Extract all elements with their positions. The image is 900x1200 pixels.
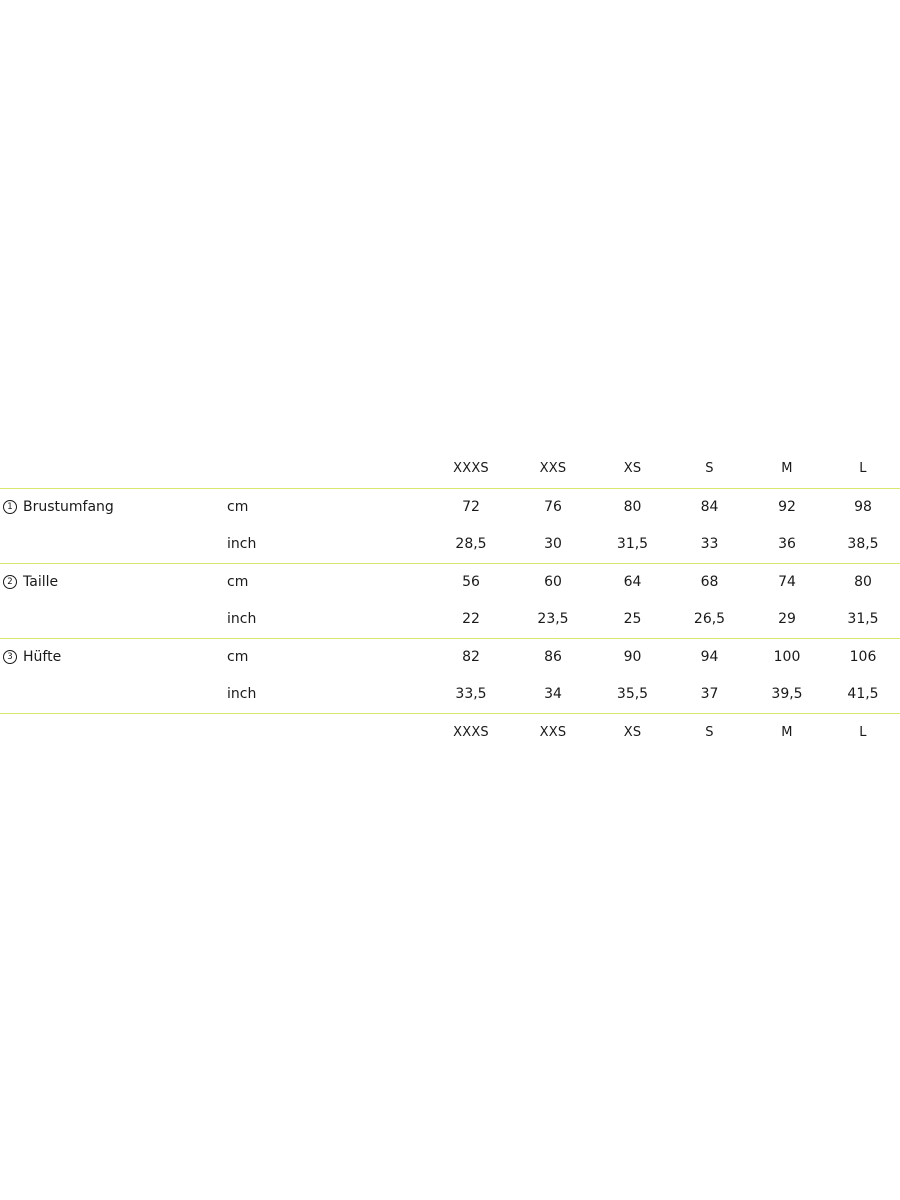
value-cell: 100: [773, 649, 801, 665]
value-cell: 68: [700, 574, 719, 590]
value-cell: 64: [623, 574, 642, 590]
value-cell: 26,5: [693, 611, 726, 627]
value-cell: 30: [544, 536, 562, 552]
value-cell: 34: [544, 686, 562, 702]
size-header-m: M: [781, 461, 793, 477]
value-cell: 106: [849, 649, 877, 665]
value-cell: 31,5: [616, 536, 649, 552]
value-cell: 74: [778, 574, 796, 590]
value-cell: 31,5: [847, 611, 879, 627]
measure-label-cell: 3 Hüfte: [0, 638, 215, 676]
size-footer-xxxs: XXXS: [453, 724, 489, 740]
value-cell: 28,5: [455, 536, 487, 552]
measure-label-cell-empty: [0, 676, 215, 714]
value-cell: 39,5: [771, 686, 803, 702]
value-cell: 84: [700, 499, 719, 515]
row-huefte-cm: 3 Hüfte cm 82 86 90 94 100 106: [0, 638, 900, 676]
row-huefte-inch: inch 33,5 34 35,5 37 39,5 41,5: [0, 676, 900, 714]
size-footer-xs: XS: [623, 724, 642, 740]
measure-index-badge: 3: [3, 650, 17, 664]
footer-spacer: [0, 713, 430, 751]
value-cell: 86: [544, 649, 562, 665]
size-header-xs: XS: [623, 461, 642, 477]
measure-label-cell: 1 Brustumfang: [0, 488, 215, 526]
value-cell: 23,5: [537, 611, 569, 627]
row-taille-inch: inch 22 23,5 25 26,5 29 31,5: [0, 601, 900, 639]
value-cell: 94: [700, 649, 719, 665]
value-cell: 80: [623, 499, 642, 515]
header-spacer: [0, 450, 430, 488]
unit-label: inch: [227, 536, 257, 552]
value-cell: 25: [623, 611, 642, 627]
measure-label: Brustumfang: [23, 499, 114, 515]
size-header-l: L: [859, 461, 867, 477]
size-chart-table: XXXS XXS XS S M L 1 Brustumfang cm 72 76…: [0, 450, 900, 751]
size-footer-row: XXXS XXS XS S M L: [0, 713, 900, 751]
value-cell: 56: [462, 574, 480, 590]
size-footer-m: M: [781, 724, 793, 740]
unit-label: cm: [227, 574, 249, 590]
unit-label: cm: [227, 649, 249, 665]
measure-label: Hüfte: [23, 649, 62, 665]
size-footer-s: S: [705, 724, 714, 740]
size-header-xxxs: XXXS: [453, 461, 489, 477]
unit-label: inch: [227, 611, 257, 627]
size-header-s: S: [705, 461, 714, 477]
row-taille-cm: 2 Taille cm 56 60 64 68 74 80: [0, 563, 900, 601]
value-cell: 92: [778, 499, 796, 515]
value-cell: 37: [700, 686, 719, 702]
value-cell: 76: [544, 499, 562, 515]
value-cell: 72: [462, 499, 480, 515]
value-cell: 36: [778, 536, 796, 552]
measure-label: Taille: [23, 574, 59, 590]
row-brustumfang-cm: 1 Brustumfang cm 72 76 80 84 92 98: [0, 488, 900, 526]
value-cell: 33: [700, 536, 719, 552]
measure-label-cell-empty: [0, 601, 215, 639]
size-header-xxs: XXS: [539, 461, 567, 477]
value-cell: 60: [544, 574, 562, 590]
row-brustumfang-inch: inch 28,5 30 31,5 33 36 38,5: [0, 526, 900, 564]
measure-index-badge: 1: [3, 500, 17, 514]
size-header-row: XXXS XXS XS S M L: [0, 450, 900, 488]
value-cell: 82: [462, 649, 480, 665]
size-footer-l: L: [859, 724, 867, 740]
value-cell: 22: [462, 611, 480, 627]
value-cell: 90: [623, 649, 642, 665]
value-cell: 98: [854, 499, 872, 515]
measure-index-badge: 2: [3, 575, 17, 589]
value-cell: 80: [854, 574, 872, 590]
measure-label-cell-empty: [0, 526, 215, 564]
value-cell: 41,5: [847, 686, 879, 702]
size-chart: XXXS XXS XS S M L 1 Brustumfang cm 72 76…: [0, 450, 900, 751]
value-cell: 38,5: [847, 536, 879, 552]
value-cell: 29: [778, 611, 796, 627]
value-cell: 35,5: [616, 686, 649, 702]
measure-label-cell: 2 Taille: [0, 563, 215, 601]
size-footer-xxs: XXS: [539, 724, 567, 740]
value-cell: 33,5: [455, 686, 487, 702]
unit-label: inch: [227, 686, 257, 702]
unit-label: cm: [227, 499, 249, 515]
